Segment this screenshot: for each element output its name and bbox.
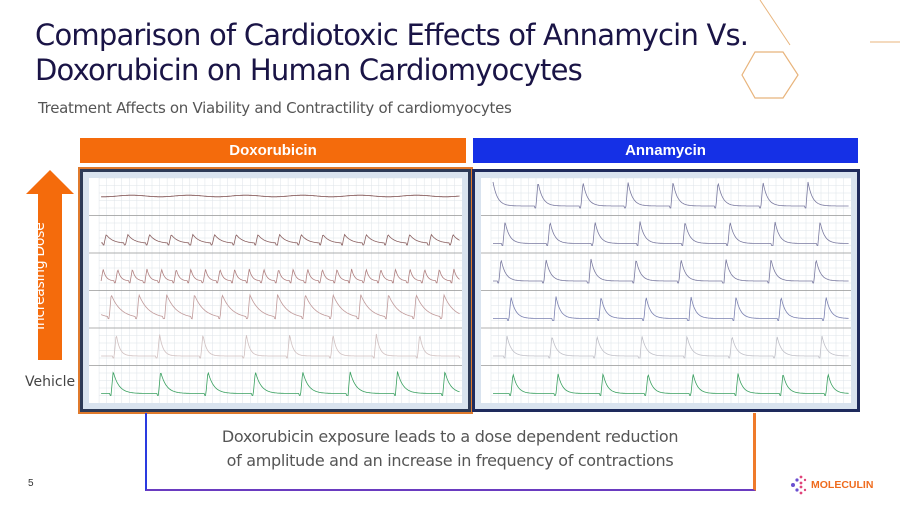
doxorubicin-traces-image <box>78 167 473 414</box>
molecule-icon <box>791 475 807 495</box>
trace <box>492 296 849 321</box>
conclusion-box: Doxorubicin exposure leads to a dose dep… <box>145 413 756 491</box>
page-number: 5 <box>28 478 34 489</box>
doxorubicin-header: Doxorubicin <box>80 138 466 163</box>
trace <box>493 258 849 284</box>
trace <box>493 221 849 246</box>
trace <box>101 371 460 396</box>
slide-title: Comparison of Cardiotoxic Effects of Ann… <box>35 18 749 87</box>
slide-subtitle: Treatment Affects on Viability and Contr… <box>38 99 512 117</box>
logo-text: MOLECULIN <box>811 479 874 491</box>
moleculin-logo: MOLECULIN <box>790 474 873 496</box>
increasing-dose-label: Increasing Dose <box>32 222 48 331</box>
trace <box>493 373 849 396</box>
annamycin-traces-image <box>472 169 860 412</box>
hexagon-decoration <box>741 0 900 99</box>
trace <box>100 293 460 320</box>
trace <box>100 268 460 284</box>
trace <box>492 181 849 209</box>
vehicle-label: Vehicle <box>25 374 76 390</box>
increasing-dose-arrow <box>26 170 74 360</box>
trace <box>101 233 460 246</box>
trace <box>493 335 849 359</box>
trace <box>101 194 460 198</box>
trace <box>101 333 460 359</box>
annamycin-header: Annamycin <box>473 138 858 163</box>
conclusion-line-2: of amplitude and an increase in frequenc… <box>226 451 674 470</box>
conclusion-line-1: Doxorubicin exposure leads to a dose dep… <box>221 427 679 446</box>
